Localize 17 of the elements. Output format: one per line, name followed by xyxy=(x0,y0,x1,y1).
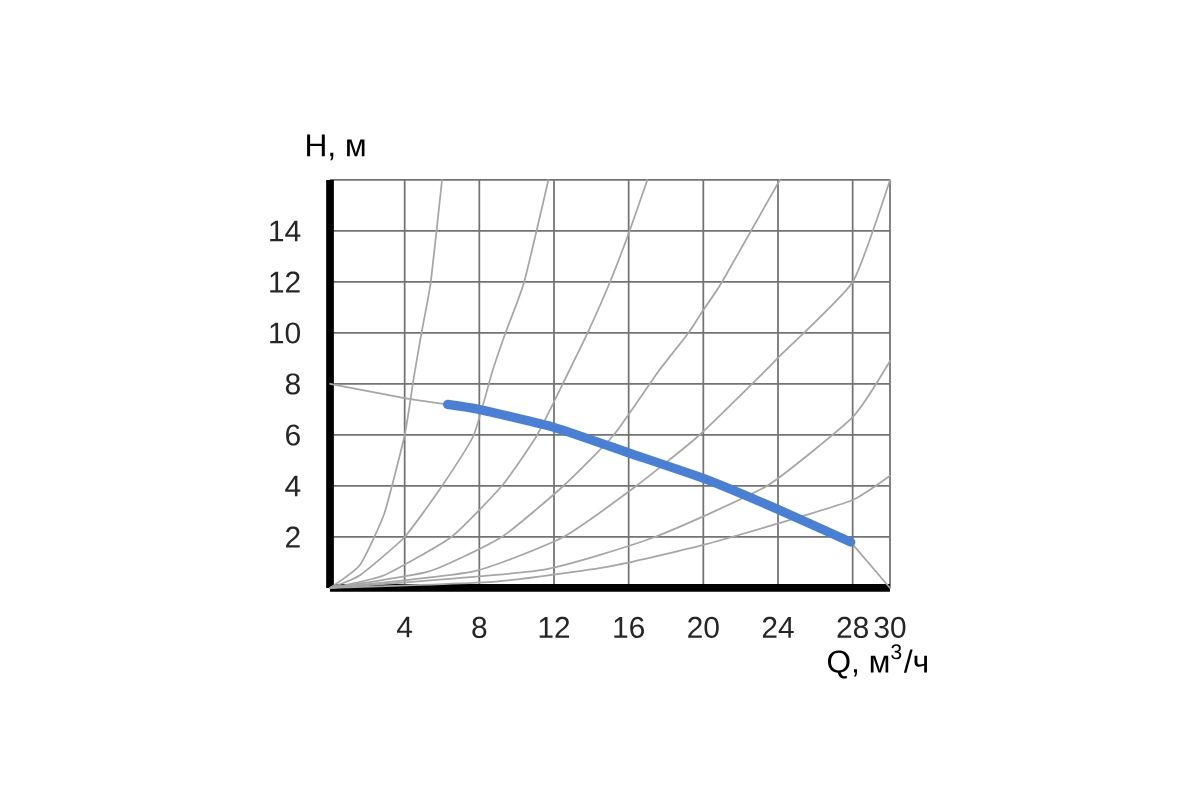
y-tick-label: 4 xyxy=(285,475,301,497)
x-tick-label: 24 xyxy=(762,616,794,638)
x-tick-label: 28 xyxy=(837,616,868,638)
y-tick-label: 14 xyxy=(270,220,301,242)
y-tick-label: 12 xyxy=(270,271,300,293)
y-tick-label: 10 xyxy=(270,322,300,344)
x-tick-label: 8 xyxy=(472,616,487,638)
y-tick-label: 2 xyxy=(286,526,300,548)
y-tick-label: 6 xyxy=(286,424,300,446)
x-tick-label: 20 xyxy=(688,616,719,638)
y-axis-title: H, м xyxy=(307,134,365,161)
y-tick-label: 8 xyxy=(285,373,300,395)
x-axis-title: Q, м$^{3}$/ч xyxy=(827,644,927,679)
x-tick-label: 16 xyxy=(614,616,644,638)
x-tick-label: 4 xyxy=(397,616,413,638)
x-tick-label: 30 xyxy=(874,616,906,638)
x-tick-label: 12 xyxy=(539,616,570,638)
